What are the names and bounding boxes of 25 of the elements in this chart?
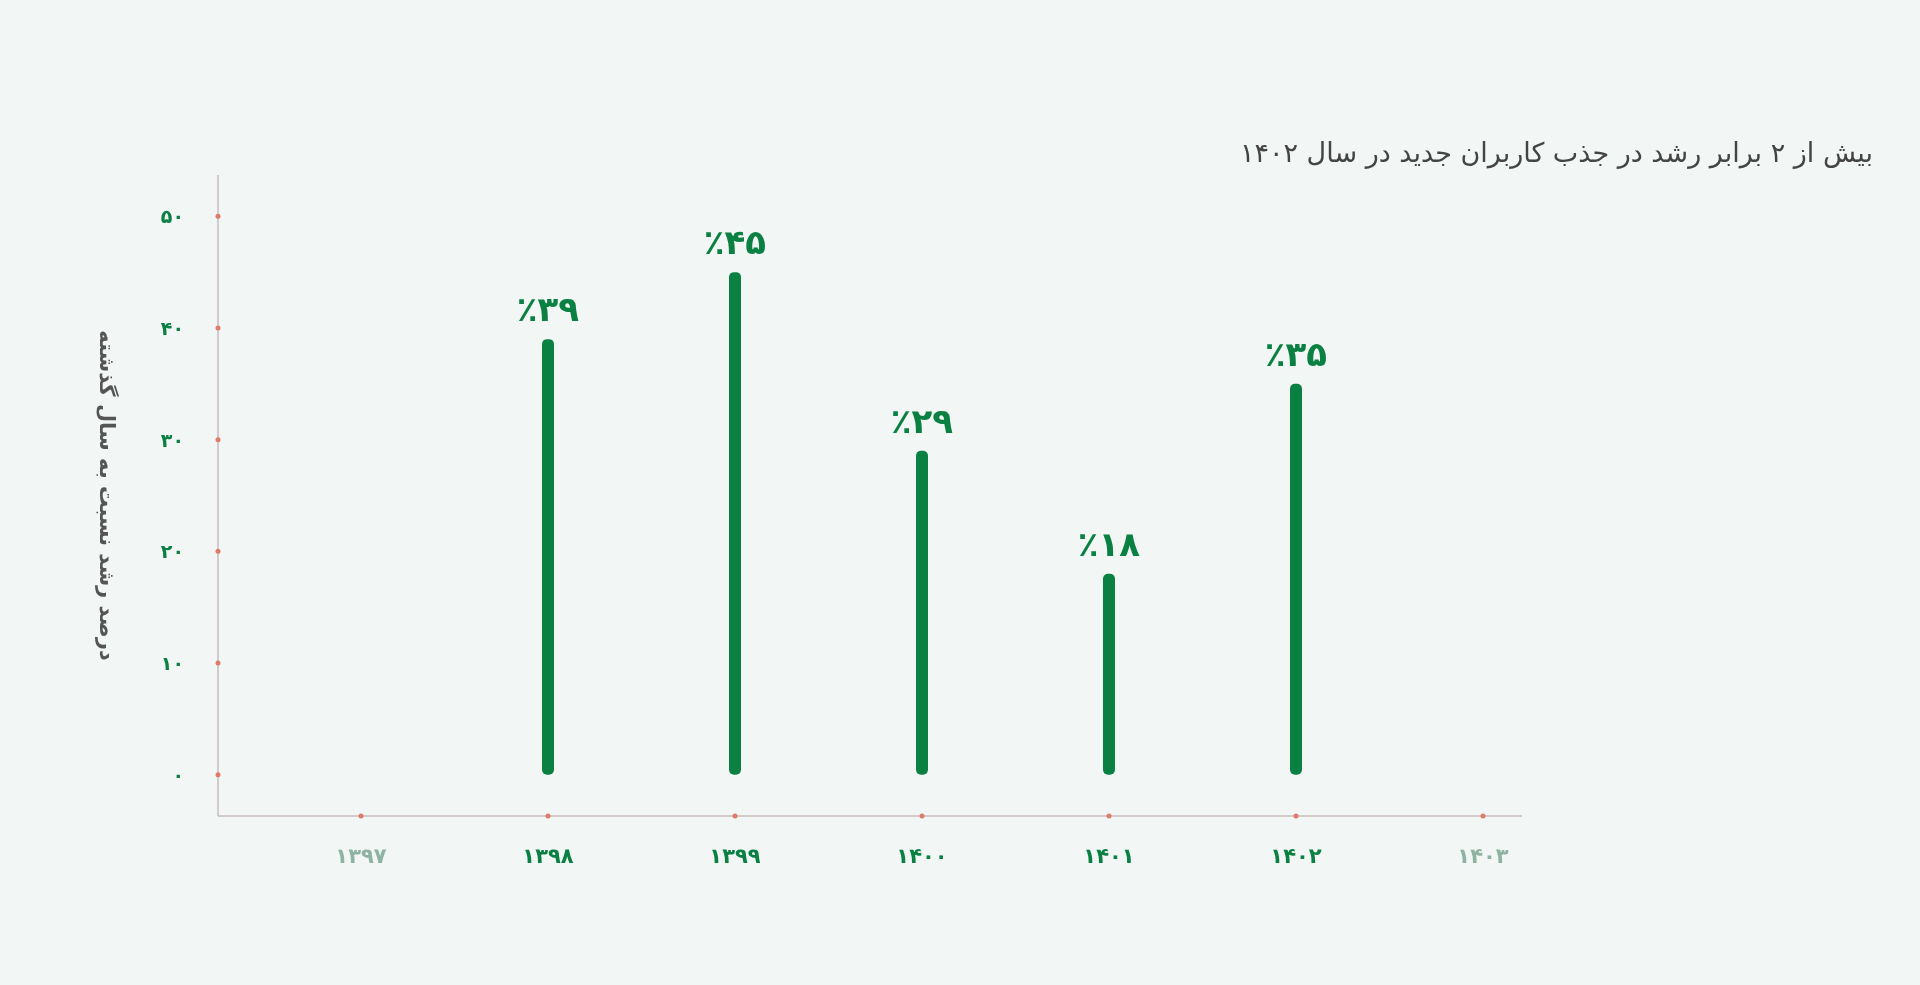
data-label: ٪۳۹ bbox=[516, 289, 580, 330]
y-tick-label: ۳۰ bbox=[160, 428, 184, 451]
x-tick-label: ۱۳۹۸ bbox=[522, 844, 574, 868]
x-tick-label: ۱۴۰۰ bbox=[896, 844, 948, 868]
y-tick-label: ۱۰ bbox=[160, 652, 184, 675]
chart-title: بیش از ۲ برابر رشد در جذب کاربران جدید در سال ۱۴۰۲ bbox=[1239, 137, 1873, 169]
bar bbox=[1290, 383, 1302, 775]
y-tick-label: ۲۰ bbox=[160, 540, 184, 563]
x-tick-label: ۱۴۰۳ bbox=[1457, 844, 1509, 868]
bar bbox=[542, 339, 554, 775]
y-axis-title: درصد رشد نسبت به سال گذشته bbox=[95, 330, 120, 661]
bar bbox=[1103, 573, 1115, 775]
x-tick-label: ۱۴۰۲ bbox=[1270, 844, 1322, 868]
y-tick-label: ۴۰ bbox=[160, 316, 184, 339]
x-tick-label: ۱۳۹۹ bbox=[709, 844, 761, 868]
bar bbox=[916, 450, 928, 775]
bar bbox=[729, 272, 741, 775]
data-label: ٪۴۵ bbox=[703, 222, 767, 263]
x-tick-label: ۱۳۹۷ bbox=[335, 844, 387, 868]
data-label: ٪۳۵ bbox=[1264, 333, 1328, 374]
data-label: ٪۱۸ bbox=[1077, 523, 1141, 564]
y-tick-label: ۰ bbox=[172, 763, 184, 786]
x-tick-label: ۱۴۰۱ bbox=[1083, 844, 1135, 868]
y-tick-label: ۵۰ bbox=[160, 205, 184, 228]
data-label: ٪۲۹ bbox=[890, 400, 954, 441]
